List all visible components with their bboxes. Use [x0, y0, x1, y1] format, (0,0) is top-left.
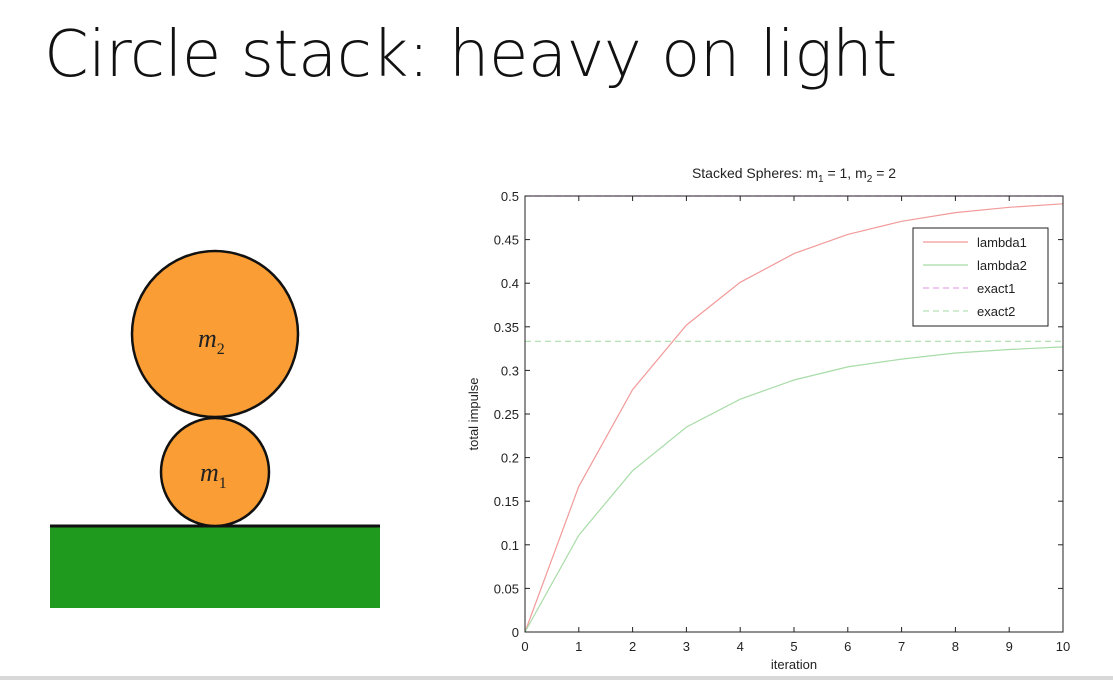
x-tick-label: 4 [737, 639, 744, 654]
x-tick-label: 7 [898, 639, 905, 654]
x-tick-label: 10 [1056, 639, 1070, 654]
x-tick-label: 8 [952, 639, 959, 654]
y-axis-label: total impulse [466, 378, 481, 451]
ground-block [50, 526, 380, 608]
label-m2-subscript: 2 [217, 341, 225, 358]
x-tick-label: 0 [521, 639, 528, 654]
y-tick-label: 0.05 [494, 581, 519, 596]
chart-title-sub1: 1 [818, 174, 824, 185]
x-tick-label: 9 [1006, 639, 1013, 654]
series-line-lambda2 [524, 346, 1064, 633]
stacked-circles-diagram: m2 m1 [50, 249, 380, 608]
legend: lambda1 lambda2 exact1 exact2 [912, 227, 1049, 327]
circle-m2 [130, 249, 300, 419]
label-m2: m2 [198, 324, 225, 358]
ticks-group: 0 1 2 3 4 5 6 7 8 9 10 0 0.05 0.1 0.15 0.2 0.25 0.3 0.35 0.… [494, 189, 1071, 654]
y-tick-label: 0 [512, 625, 519, 640]
y-tick-label: 0.1 [501, 538, 519, 553]
chart-title-sub2: 2 [867, 174, 873, 185]
x-axis-label: iteration [771, 657, 817, 672]
y-tick-label: 0.2 [501, 451, 519, 466]
plot-series-group [524, 195, 1064, 633]
x-tick-label: 2 [629, 639, 636, 654]
label-m1-base: m [200, 458, 219, 487]
label-m2-base: m [198, 324, 217, 353]
y-tick-label: 0.4 [501, 276, 519, 291]
chart-title-mid: = 1, m [824, 165, 867, 181]
chart-title-suffix: = 2 [872, 165, 896, 181]
slide-title: Circle stack: heavy on light [44, 18, 897, 92]
y-tick-label: 0.15 [494, 494, 519, 509]
y-tick-label: 0.45 [494, 233, 519, 248]
legend-label-lambda1: lambda1 [977, 235, 1027, 250]
legend-box [912, 227, 1049, 327]
y-tick-label: 0.5 [501, 189, 519, 204]
label-m1: m1 [200, 458, 227, 492]
y-tick-label: 0.35 [494, 320, 519, 335]
label-m1-subscript: 1 [219, 475, 227, 492]
x-tick-label: 1 [575, 639, 582, 654]
bottom-divider [0, 676, 1113, 680]
x-tick-label: 6 [844, 639, 851, 654]
chart-title-prefix: Stacked Spheres: m [692, 165, 818, 181]
legend-label-lambda2: lambda2 [977, 258, 1027, 273]
x-tick-label: 5 [790, 639, 797, 654]
legend-label-exact2: exact2 [977, 304, 1015, 319]
chart-title: Stacked Spheres: m1 = 1, m2 = 2 [692, 165, 896, 185]
y-tick-label: 0.3 [501, 363, 519, 378]
y-tick-label: 0.25 [494, 407, 519, 422]
x-tick-label: 3 [683, 639, 690, 654]
series-line-lambda1 [524, 203, 1064, 633]
legend-label-exact1: exact1 [977, 281, 1015, 296]
